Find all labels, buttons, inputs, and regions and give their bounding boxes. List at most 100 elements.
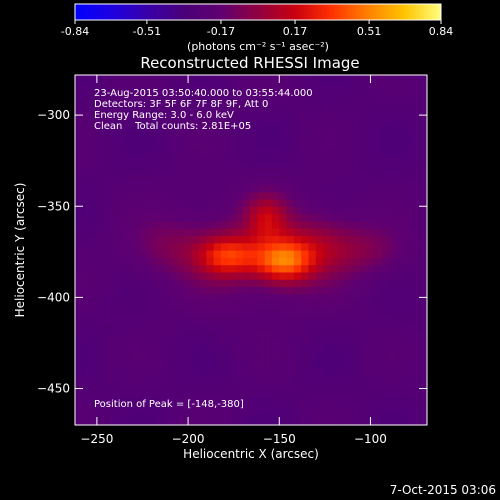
heatmap-pixel <box>75 184 83 193</box>
heatmap-pixel <box>425 344 427 353</box>
heatmap-pixel <box>89 228 98 237</box>
heatmap-pixel <box>177 220 186 229</box>
heatmap-pixel <box>220 344 229 353</box>
heatmap-pixel <box>235 301 244 309</box>
heatmap-pixel <box>104 395 113 404</box>
heatmap-pixel <box>264 126 273 134</box>
heatmap-pixel <box>410 104 419 113</box>
heatmap-pixel <box>235 155 244 164</box>
heatmap-pixel <box>374 366 383 375</box>
heatmap-pixel <box>395 228 404 237</box>
heatmap-pixel <box>235 293 244 302</box>
heatmap-pixel <box>82 403 91 412</box>
heatmap-pixel <box>155 82 164 91</box>
heatmap-pixel <box>279 169 288 178</box>
heatmap-pixel <box>388 271 397 280</box>
heatmap-pixel <box>118 96 127 105</box>
heatmap-pixel <box>82 388 91 397</box>
heatmap-pixel <box>82 410 91 419</box>
x-axis-label: Heliocentric X (arcsec) <box>183 447 319 461</box>
heatmap-pixel <box>177 330 186 339</box>
heatmap-pixel <box>169 213 178 222</box>
heatmap-pixel <box>235 373 244 382</box>
heatmap-pixel <box>242 279 251 288</box>
heatmap-pixel <box>235 257 244 266</box>
heatmap-pixel <box>177 133 186 142</box>
heatmap-pixel <box>250 381 258 390</box>
heatmap-pixel <box>250 191 258 200</box>
heatmap-pixel <box>271 126 280 134</box>
heatmap-pixel <box>308 301 317 309</box>
heatmap-pixel <box>220 104 229 113</box>
heatmap-pixel <box>279 330 288 339</box>
heatmap-pixel <box>410 381 419 390</box>
heatmap-pixel <box>417 206 426 215</box>
heatmap-pixel <box>366 279 375 288</box>
heatmap-pixel <box>155 373 164 382</box>
heatmap-pixel <box>126 381 134 390</box>
heatmap-pixel <box>191 410 200 419</box>
heatmap-pixel <box>199 403 207 412</box>
heatmap-pixel <box>344 352 353 360</box>
heatmap-pixel <box>271 104 280 113</box>
heatmap-pixel <box>286 155 295 164</box>
heatmap-pixel <box>366 264 375 273</box>
heatmap-pixel <box>133 315 142 324</box>
heatmap-pixel <box>206 177 215 185</box>
heatmap-pixel <box>191 257 200 266</box>
heatmap-pixel <box>235 140 244 149</box>
heatmap-pixel <box>417 417 426 425</box>
heatmap-pixel <box>162 293 171 302</box>
heatmap-pixel <box>330 118 339 127</box>
heatmap-pixel <box>323 198 331 207</box>
heatmap-pixel <box>359 330 368 339</box>
heatmap-pixel <box>213 264 222 273</box>
heatmap-pixel <box>352 213 361 222</box>
heatmap-pixel <box>191 381 200 390</box>
heatmap-pixel <box>388 169 397 178</box>
heatmap-pixel <box>403 315 412 324</box>
heatmap-pixel <box>169 147 178 156</box>
heatmap-pixel <box>104 352 113 360</box>
heatmap-pixel <box>257 373 266 382</box>
heatmap-pixel <box>301 359 310 368</box>
heatmap-pixel <box>308 198 317 207</box>
heatmap-pixel <box>410 89 419 98</box>
heatmap-pixel <box>257 286 266 295</box>
heatmap-pixel <box>257 213 266 222</box>
heatmap-pixel <box>374 89 383 98</box>
heatmap-pixel <box>228 388 237 397</box>
heatmap-pixel <box>140 410 149 419</box>
heatmap-pixel <box>388 330 397 339</box>
heatmap-pixel <box>403 191 412 200</box>
heatmap-pixel <box>162 410 171 419</box>
heatmap-pixel <box>403 344 412 353</box>
heatmap-pixel <box>257 111 266 120</box>
heatmap-pixel <box>403 308 412 317</box>
heatmap-pixel <box>301 191 310 200</box>
heatmap-pixel <box>75 75 83 83</box>
heatmap-pixel <box>374 162 383 171</box>
heatmap-pixel <box>381 213 390 222</box>
heatmap-pixel <box>191 359 200 368</box>
heatmap-pixel <box>242 104 251 113</box>
heatmap-pixel <box>89 388 98 397</box>
heatmap-pixel <box>177 111 186 120</box>
heatmap-pixel <box>111 89 120 98</box>
heatmap-pixel <box>403 213 412 222</box>
heatmap-pixel <box>352 403 361 412</box>
heatmap-pixel <box>199 286 207 295</box>
heatmap-pixel <box>337 206 346 215</box>
heatmap-pixel <box>388 104 397 113</box>
heatmap-pixel <box>220 352 229 360</box>
heatmap-pixel <box>410 286 419 295</box>
heatmap-pixel <box>410 359 419 368</box>
heatmap-pixel <box>228 111 237 120</box>
heatmap-pixel <box>184 96 193 105</box>
heatmap-pixel <box>359 257 368 266</box>
heatmap-pixel <box>286 198 295 207</box>
heatmap-pixel <box>242 403 251 412</box>
heatmap-pixel <box>213 315 222 324</box>
heatmap-pixel <box>82 118 91 127</box>
heatmap-pixel <box>82 257 91 266</box>
